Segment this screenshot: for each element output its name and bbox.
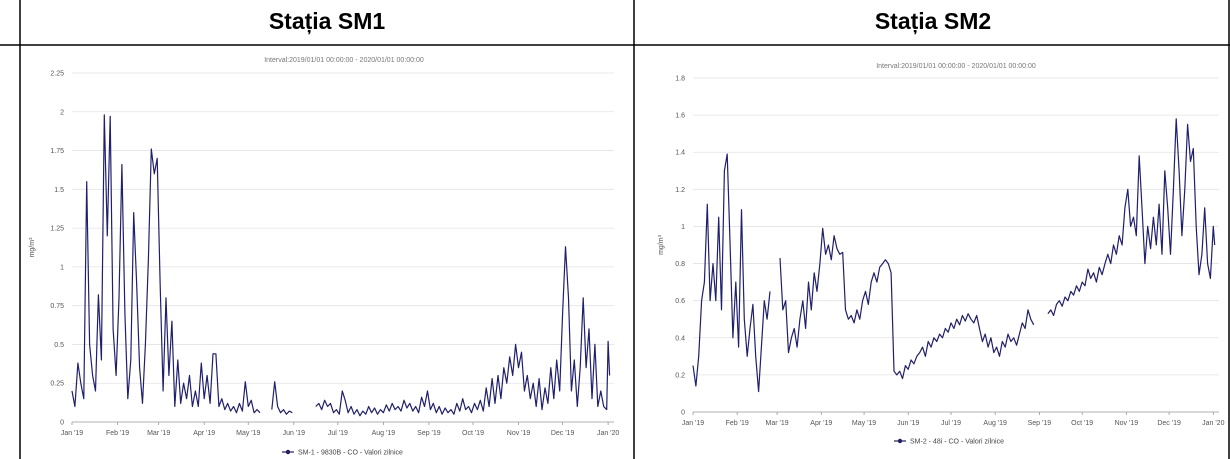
y-tick-label: 1 bbox=[681, 224, 685, 231]
y-tick-label: 1.6 bbox=[675, 113, 685, 120]
series-line-segment-1 bbox=[271, 381, 293, 415]
y-tick-label: 0 bbox=[681, 410, 685, 417]
y-tick-label: 1.4 bbox=[675, 150, 685, 157]
y-tick-label: 1.2 bbox=[675, 187, 685, 194]
y-axis-label: mg/m³ bbox=[29, 237, 36, 258]
x-tick-label: Aug '19 bbox=[372, 430, 396, 437]
y-tick-label: 1.8 bbox=[675, 76, 685, 83]
y-tick-label: 0.25 bbox=[50, 381, 64, 388]
x-tick-label: Jun '19 bbox=[283, 430, 305, 437]
x-tick-label: Jun '19 bbox=[897, 420, 919, 427]
series-line-segment-2 bbox=[315, 246, 611, 417]
x-tick-label: Mar '19 bbox=[147, 430, 170, 437]
series-line-segment-1 bbox=[779, 227, 1035, 380]
x-tick-label: Jan '20 bbox=[597, 430, 619, 437]
x-tick-label: Apr '19 bbox=[810, 420, 832, 427]
y-tick-label: 0.2 bbox=[675, 372, 685, 379]
x-tick-label: Nov '19 bbox=[507, 430, 531, 437]
legend-label: SM-2 - 48i - CO - Valori zilnice bbox=[910, 439, 1004, 446]
x-tick-label: Oct '19 bbox=[462, 430, 484, 437]
series-line-segment-2 bbox=[1047, 118, 1216, 317]
series-line-segment-0 bbox=[692, 153, 771, 393]
x-tick-label: Feb '19 bbox=[726, 420, 749, 427]
x-tick-label: Aug '19 bbox=[983, 420, 1007, 427]
y-tick-label: 1 bbox=[60, 264, 64, 271]
y-tick-label: 1.5 bbox=[54, 187, 64, 194]
x-tick-label: Jan '19 bbox=[682, 420, 704, 427]
y-tick-label: 2 bbox=[60, 109, 64, 116]
y-tick-label: 0 bbox=[60, 420, 64, 427]
x-tick-label: Apr '19 bbox=[193, 430, 215, 437]
chart-1: Interval:2019/01/01 00:00:00 - 2020/01/0… bbox=[29, 57, 619, 457]
x-tick-label: Jul '19 bbox=[328, 430, 348, 437]
panel-title-sm1: Stația SM1 bbox=[268, 8, 386, 34]
x-tick-label: May '19 bbox=[852, 420, 876, 427]
y-tick-label: 0.4 bbox=[675, 335, 685, 342]
chart-subtitle: Interval:2019/01/01 00:00:00 - 2020/01/0… bbox=[876, 63, 1036, 70]
x-tick-label: Dec '19 bbox=[1157, 420, 1181, 427]
x-tick-label: Jan '20 bbox=[1202, 420, 1224, 427]
y-tick-label: 1.25 bbox=[50, 226, 64, 233]
x-tick-label: Feb '19 bbox=[106, 430, 129, 437]
y-tick-label: 2.25 bbox=[50, 71, 64, 78]
y-tick-label: 0.5 bbox=[54, 342, 64, 349]
x-tick-label: Sep '19 bbox=[1028, 420, 1052, 427]
y-axis-label: mg/m³ bbox=[658, 234, 665, 255]
panel-title-sm2: Stația SM2 bbox=[874, 8, 992, 34]
y-tick-label: 0.6 bbox=[675, 298, 685, 305]
series-line-segment-0 bbox=[71, 114, 261, 414]
y-tick-label: 0.75 bbox=[50, 303, 64, 310]
y-tick-label: 0.8 bbox=[675, 261, 685, 268]
charts-layer: Interval:2019/01/01 00:00:00 - 2020/01/0… bbox=[29, 57, 1225, 457]
x-tick-label: Jan '19 bbox=[61, 430, 83, 437]
legend-marker bbox=[897, 438, 903, 444]
x-tick-label: Sep '19 bbox=[417, 430, 441, 437]
legend-label: SM-1 - 9830B - CO - Valori zilnice bbox=[298, 450, 403, 457]
x-tick-label: Nov '19 bbox=[1115, 420, 1139, 427]
x-tick-label: Dec '19 bbox=[551, 430, 575, 437]
legend-marker bbox=[285, 449, 291, 455]
chart-2: Interval:2019/01/01 00:00:00 - 2020/01/0… bbox=[658, 63, 1225, 446]
x-tick-label: Jul '19 bbox=[941, 420, 961, 427]
x-tick-label: Mar '19 bbox=[766, 420, 789, 427]
chart-subtitle: Interval:2019/01/01 00:00:00 - 2020/01/0… bbox=[264, 57, 424, 64]
x-tick-label: Oct '19 bbox=[1071, 420, 1093, 427]
y-tick-label: 1.75 bbox=[50, 148, 64, 155]
x-tick-label: May '19 bbox=[236, 430, 260, 437]
